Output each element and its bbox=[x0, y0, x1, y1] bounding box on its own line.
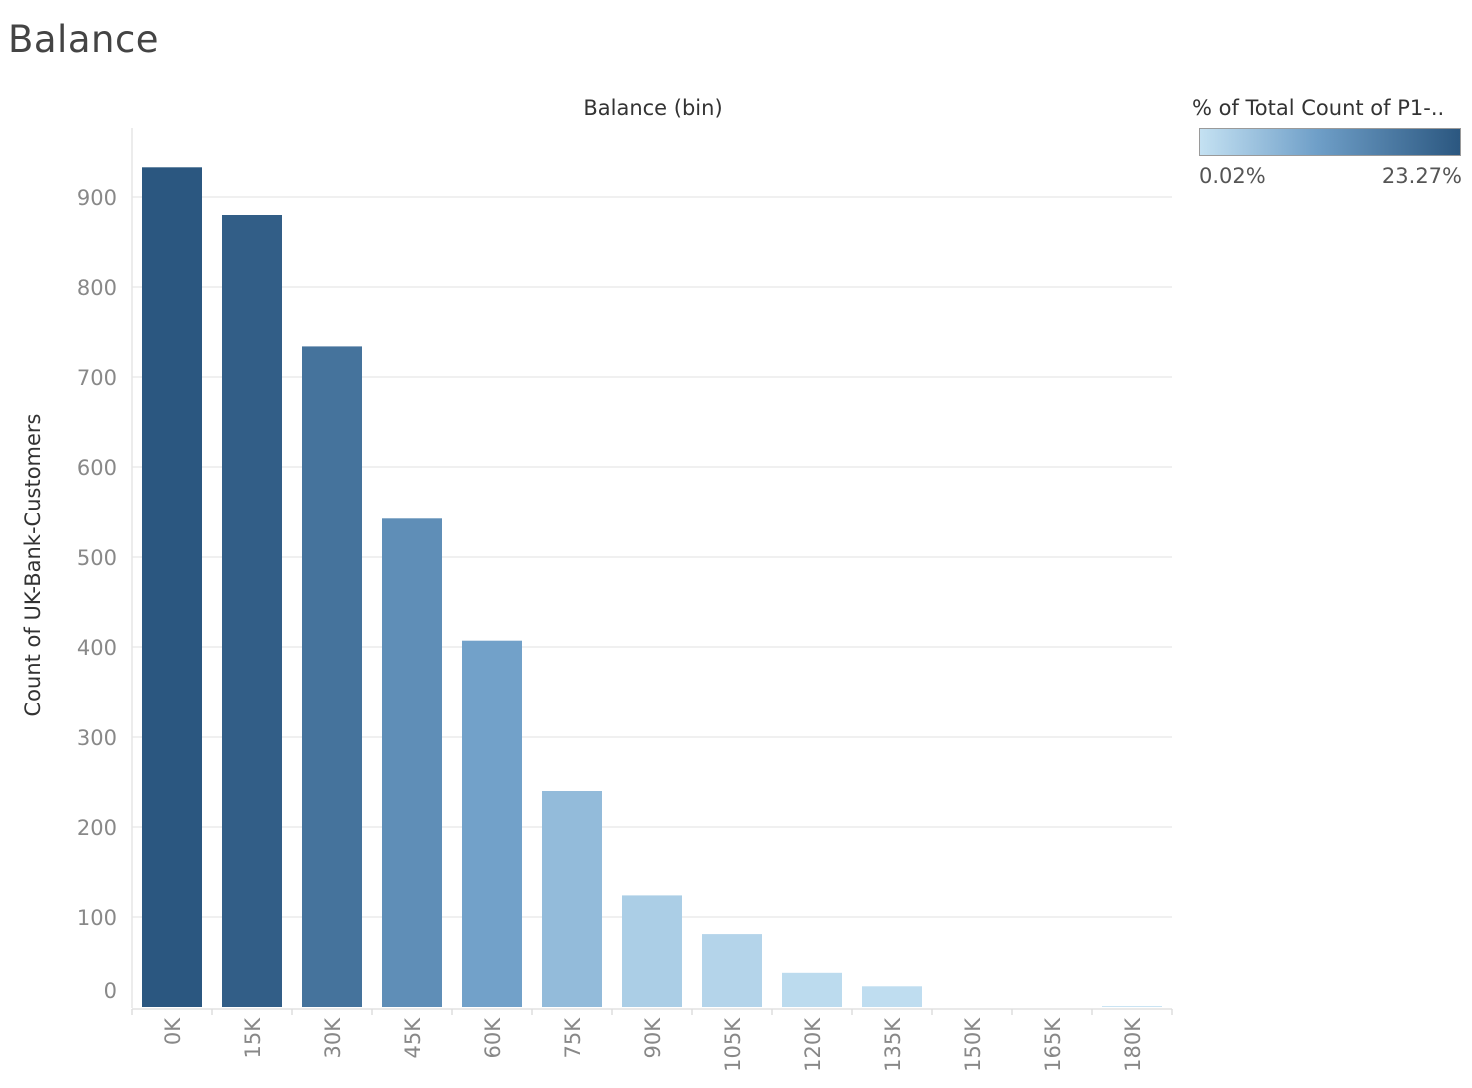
x-tick-label: 105K bbox=[721, 1017, 745, 1072]
bar-60K[interactable] bbox=[462, 640, 522, 1007]
y-tick-label: 100 bbox=[77, 906, 117, 930]
y-tick-label: 400 bbox=[77, 636, 117, 660]
x-tick-label: 30K bbox=[321, 1017, 345, 1059]
legend-gradient-bar bbox=[1199, 128, 1461, 156]
y-tick-label: 700 bbox=[77, 366, 117, 390]
bar-105K[interactable] bbox=[702, 934, 762, 1007]
legend-max-label: 23.27% bbox=[1381, 164, 1462, 188]
bar-90K[interactable] bbox=[622, 895, 682, 1007]
x-tick-label: 180K bbox=[1121, 1017, 1145, 1072]
y-tick-label: 600 bbox=[77, 456, 117, 480]
legend-labels: 0.02% 23.27% bbox=[1192, 164, 1464, 190]
y-axis-title: Count of UK-Bank-Customers bbox=[21, 414, 45, 717]
legend-min-label: 0.02% bbox=[1199, 164, 1266, 188]
bar-180K[interactable] bbox=[1102, 1006, 1162, 1007]
legend-title: % of Total Count of P1-.. bbox=[1192, 96, 1445, 120]
bar-135K[interactable] bbox=[862, 986, 922, 1007]
x-tick-label: 90K bbox=[641, 1017, 665, 1059]
y-tick-label: 0 bbox=[104, 979, 117, 1003]
y-tick-label: 500 bbox=[77, 546, 117, 570]
x-tick-label: 165K bbox=[1041, 1017, 1065, 1072]
x-tick-label: 0K bbox=[161, 1017, 185, 1045]
x-tick-label: 15K bbox=[241, 1017, 265, 1059]
y-tick-label: 300 bbox=[77, 726, 117, 750]
x-tick-label: 75K bbox=[561, 1017, 585, 1059]
color-legend[interactable]: % of Total Count of P1-.. 0.02% 23.27% bbox=[1192, 96, 1464, 190]
y-tick-label: 900 bbox=[77, 186, 117, 210]
bar-15K[interactable] bbox=[222, 215, 282, 1007]
y-tick-label: 800 bbox=[77, 276, 117, 300]
x-tick-label: 150K bbox=[961, 1017, 985, 1072]
y-tick-label: 200 bbox=[77, 816, 117, 840]
bar-0K[interactable] bbox=[142, 167, 202, 1008]
x-tick-label: 45K bbox=[401, 1017, 425, 1059]
x-tick-label: 120K bbox=[801, 1017, 825, 1072]
page-title: Balance bbox=[8, 18, 160, 61]
bar-45K[interactable] bbox=[382, 518, 442, 1007]
bar-120K[interactable] bbox=[782, 972, 842, 1007]
chart-title: Balance (bin) bbox=[583, 96, 722, 120]
x-tick-label: 60K bbox=[481, 1017, 505, 1059]
bar-75K[interactable] bbox=[542, 791, 602, 1007]
bar-30K[interactable] bbox=[302, 346, 362, 1007]
x-tick-label: 135K bbox=[881, 1017, 905, 1072]
